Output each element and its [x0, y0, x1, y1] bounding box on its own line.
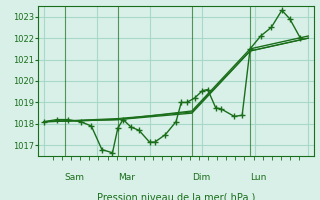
- Text: Dim: Dim: [192, 173, 210, 182]
- Text: Pression niveau de la mer( hPa ): Pression niveau de la mer( hPa ): [97, 192, 255, 200]
- Text: Sam: Sam: [65, 173, 85, 182]
- Text: Lun: Lun: [250, 173, 267, 182]
- Text: Mar: Mar: [118, 173, 135, 182]
